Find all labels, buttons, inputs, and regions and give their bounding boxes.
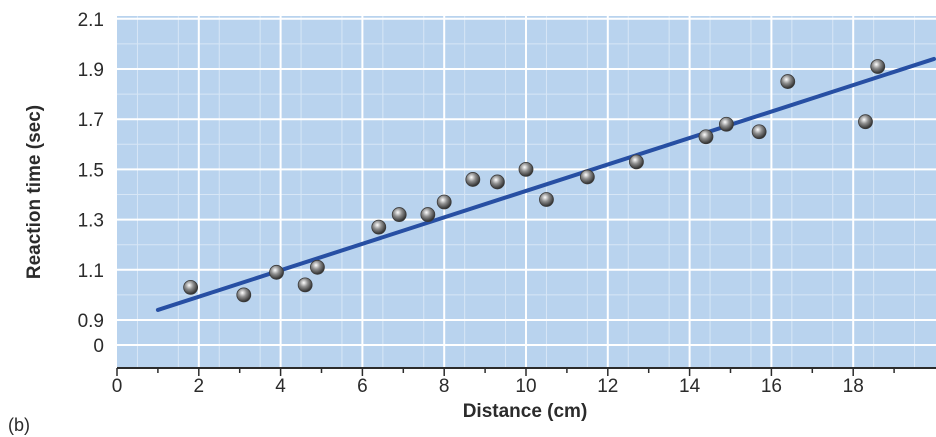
data-point	[870, 59, 886, 74]
x-tick-label: 0	[112, 376, 123, 397]
data-point	[780, 74, 796, 89]
data-point	[183, 279, 199, 295]
y-axis-title: Reaction time (sec)	[24, 105, 45, 279]
data-point	[518, 161, 534, 177]
x-tick-marks	[116, 368, 895, 376]
data-point	[858, 114, 873, 130]
data-point	[751, 124, 767, 140]
fit-line	[155, 56, 936, 312]
data-point	[420, 207, 436, 222]
x-tick-label: 8	[439, 376, 450, 397]
data-point	[465, 172, 481, 187]
x-tick-label: 6	[357, 376, 368, 397]
data-point	[297, 277, 313, 293]
y-tick-label: 1.9	[78, 60, 104, 81]
data-point	[579, 169, 595, 185]
x-tick-label: 12	[597, 376, 618, 397]
y-tick-label: 1.5	[78, 160, 104, 181]
x-tick-label: 4	[275, 376, 286, 397]
panel-label: (b)	[8, 415, 30, 435]
y-tick-labels: 0 0.9 1.1 1.3 1.5 1.7 1.9 2.1	[78, 10, 104, 357]
data-point	[489, 174, 505, 190]
data-point	[236, 287, 252, 303]
y-tick-label: 1.3	[78, 211, 104, 232]
data-point	[310, 259, 325, 275]
data-point	[719, 116, 734, 132]
data-point	[698, 129, 714, 145]
x-tick-label: 18	[843, 376, 864, 397]
x-tick-label: 14	[679, 376, 701, 397]
data-point	[436, 194, 452, 210]
y-tick-label: 0.9	[78, 311, 104, 332]
x-tick-label: 2	[194, 376, 205, 397]
y-tick-label: 1.7	[78, 110, 104, 131]
data-point	[629, 154, 644, 170]
y-tick-label: 0	[93, 336, 104, 357]
data-point	[371, 219, 387, 235]
x-tick-label: 10	[515, 376, 536, 397]
y-tick-label: 1.1	[78, 261, 104, 282]
x-tick-label: 16	[761, 376, 782, 397]
data-point	[269, 264, 284, 280]
data-point	[539, 192, 554, 207]
data-points	[183, 59, 886, 303]
x-axis-title: Distance (cm)	[463, 401, 588, 422]
y-tick-label: 2.1	[78, 10, 104, 31]
data-point	[391, 207, 407, 222]
x-tick-labels: 0 2 4 6 8 10 12 14 16 18	[112, 376, 864, 397]
